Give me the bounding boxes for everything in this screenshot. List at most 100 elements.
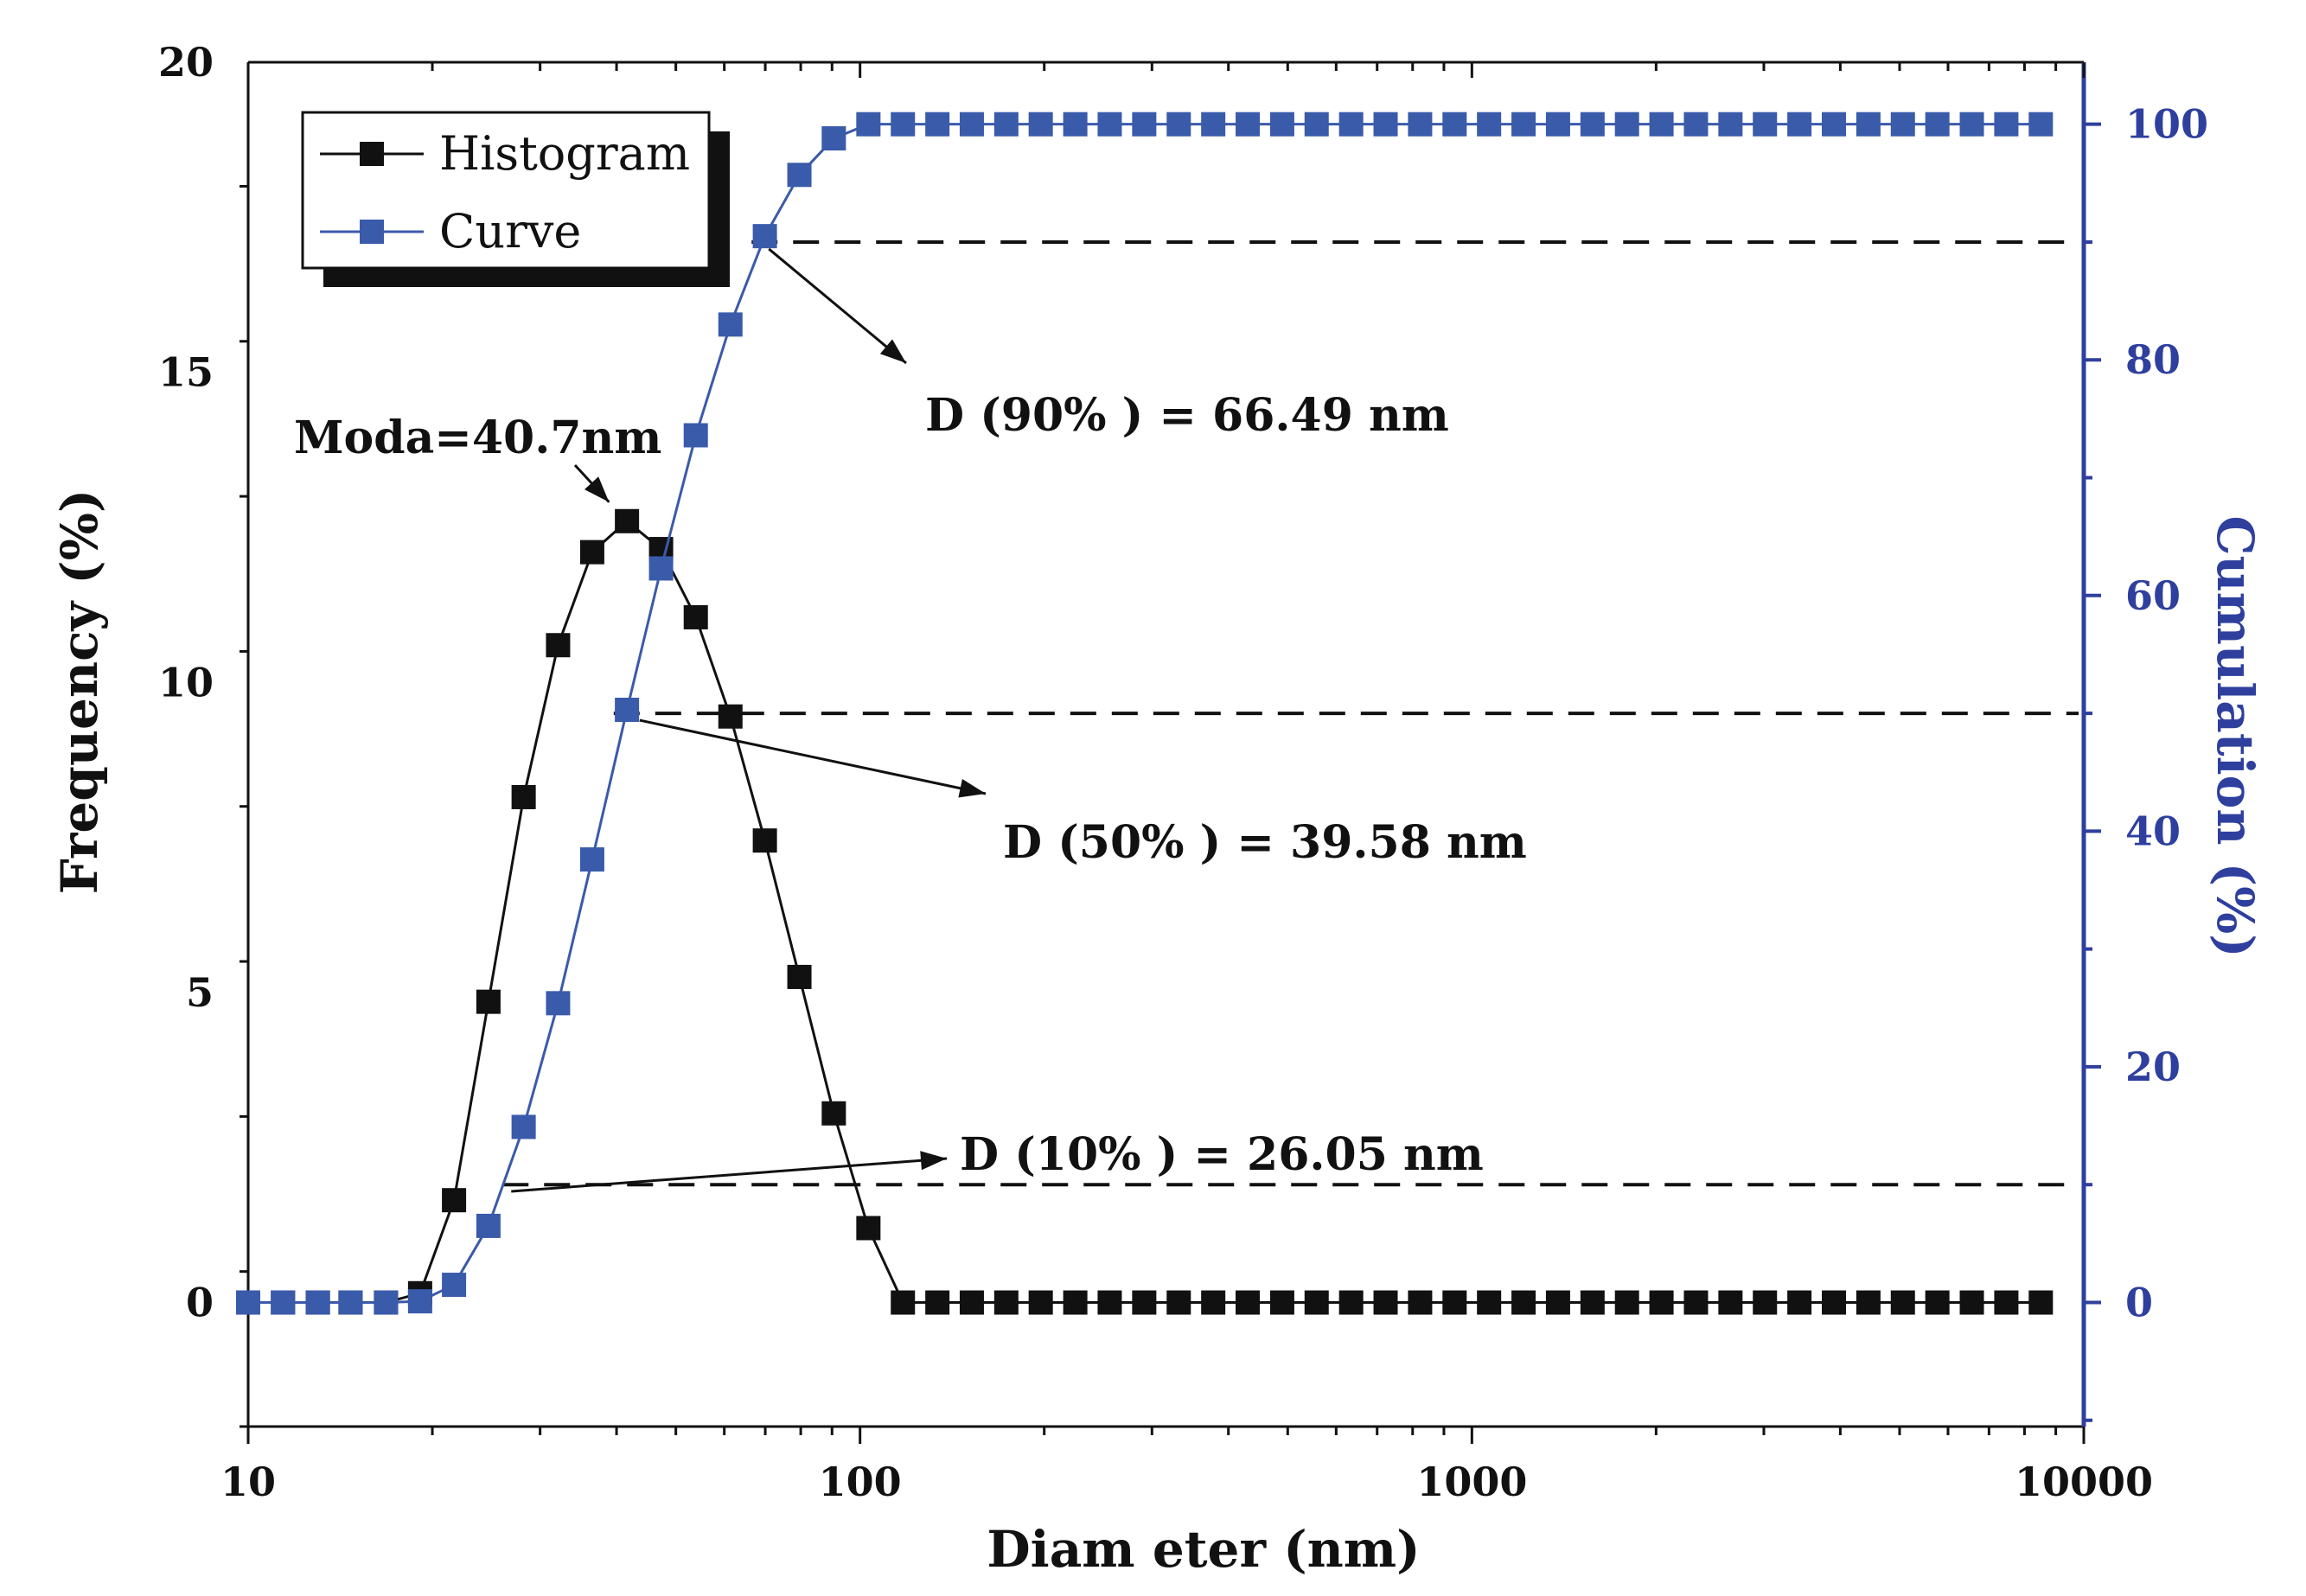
histogram-point xyxy=(1132,1290,1157,1315)
histogram-point xyxy=(752,828,777,853)
histogram-point xyxy=(546,633,571,658)
histogram-point xyxy=(1373,1290,1398,1315)
curve-point xyxy=(1201,112,1226,137)
histogram-point xyxy=(1028,1290,1053,1315)
y2-tick-label: 100 xyxy=(2125,101,2208,148)
histogram-point xyxy=(856,1216,881,1241)
y-tick-label: 15 xyxy=(158,349,214,396)
histogram-point xyxy=(442,1188,467,1213)
d90-annotation: D (90% ) = 66.49 nm xyxy=(925,389,1449,442)
y2-tick-label: 80 xyxy=(2125,336,2181,383)
curve-point xyxy=(993,112,1019,137)
curve-point xyxy=(1269,112,1294,137)
curve-point xyxy=(1028,112,1053,137)
curve-point xyxy=(1925,112,1950,137)
d50-annotation: D (50% ) = 39.58 nm xyxy=(1003,816,1527,869)
y-tick-label: 20 xyxy=(158,39,214,86)
histogram-point xyxy=(1614,1290,1639,1315)
annotation-arrows xyxy=(511,247,987,1193)
curve-point xyxy=(338,1290,363,1315)
histogram-point xyxy=(476,989,501,1014)
curve-point xyxy=(615,698,640,723)
d90-arrow xyxy=(768,247,907,365)
x-tick-label: 10 xyxy=(220,1459,276,1505)
histogram-point xyxy=(1511,1290,1536,1315)
histogram-point xyxy=(1753,1290,1778,1315)
y-tick-label: 5 xyxy=(186,969,214,1016)
histogram-point xyxy=(959,1290,984,1315)
reference-lines xyxy=(502,239,2079,1187)
d10-annotation: D (10% ) = 26.05 nm xyxy=(960,1128,1484,1181)
curve-point xyxy=(718,312,743,337)
curve-point xyxy=(579,847,604,872)
legend-curve-marker xyxy=(360,220,384,244)
curve-point xyxy=(891,112,916,137)
curve-point xyxy=(546,991,571,1016)
histogram-series xyxy=(236,508,2054,1315)
histogram-point xyxy=(1580,1290,1605,1315)
plot-frame: 10 100 1000 10000 0 5 10 15 20 0 20 40 60 80 100 xyxy=(158,39,2208,1505)
histogram-point xyxy=(2028,1290,2054,1315)
histogram-point xyxy=(787,964,812,989)
curve-point xyxy=(1373,112,1398,137)
legend-histogram-label: Histogram xyxy=(439,126,690,181)
curve-series xyxy=(236,112,2054,1315)
curve-point xyxy=(442,1273,467,1298)
histogram-point xyxy=(1959,1290,1984,1315)
legend-item-curve: Curve xyxy=(320,204,581,259)
histogram-point xyxy=(821,1101,846,1126)
histogram-point xyxy=(579,539,604,565)
histogram-point xyxy=(1304,1290,1329,1315)
y-tick-label: 10 xyxy=(158,659,214,705)
curve-point xyxy=(1338,112,1364,137)
histogram-point xyxy=(993,1290,1019,1315)
y-axis-title: Frequency (%) xyxy=(50,489,109,895)
histogram-point xyxy=(615,508,640,533)
curve-point xyxy=(1649,112,1674,137)
curve-point xyxy=(1614,112,1639,137)
d90-arrow-head xyxy=(879,339,906,363)
curve-point xyxy=(1856,112,1881,137)
curve-point xyxy=(1994,112,2019,137)
histogram-point xyxy=(1063,1290,1088,1315)
histogram-point xyxy=(1856,1290,1881,1315)
curve-point xyxy=(1890,112,1915,137)
curve-point xyxy=(856,112,881,137)
curve-point xyxy=(1477,112,1502,137)
histogram-point xyxy=(1477,1290,1502,1315)
histogram-point xyxy=(511,784,536,809)
y-tick-label: 0 xyxy=(186,1280,214,1326)
x-axis-title: Diam eter (nm) xyxy=(987,1520,1420,1579)
curve-point xyxy=(2028,112,2054,137)
histogram-point xyxy=(1269,1290,1294,1315)
curve-point xyxy=(787,163,812,188)
histogram-point xyxy=(683,604,708,629)
histogram-point xyxy=(1442,1290,1467,1315)
moda-annotation: Moda=40.7nm xyxy=(294,412,661,464)
histogram-point xyxy=(1787,1290,1812,1315)
curve-point xyxy=(374,1290,399,1315)
histogram-point xyxy=(1201,1290,1226,1315)
y2-tick-label: 60 xyxy=(2125,572,2181,619)
curve-point xyxy=(1097,112,1122,137)
x-tick-label: 10000 xyxy=(2015,1459,2153,1505)
legend-histogram-marker xyxy=(360,142,384,166)
curve-point xyxy=(1442,112,1467,137)
curve-point xyxy=(1236,112,1261,137)
curve-point xyxy=(683,423,708,448)
curve-point xyxy=(1959,112,1984,137)
histogram-point xyxy=(1821,1290,1846,1315)
curve-point xyxy=(1718,112,1743,137)
histogram-point xyxy=(1545,1290,1570,1315)
curve-point xyxy=(1408,112,1433,137)
histogram-point xyxy=(1718,1290,1743,1315)
y2-tick-label: 0 xyxy=(2125,1279,2153,1325)
curve-point xyxy=(305,1290,330,1315)
curve-point xyxy=(1821,112,1846,137)
curve-point xyxy=(1545,112,1570,137)
histogram-point xyxy=(925,1290,950,1315)
curve-point xyxy=(1683,112,1709,137)
curve-point xyxy=(1063,112,1088,137)
histogram-point xyxy=(1408,1290,1433,1315)
y2-tick-label: 20 xyxy=(2125,1044,2181,1090)
